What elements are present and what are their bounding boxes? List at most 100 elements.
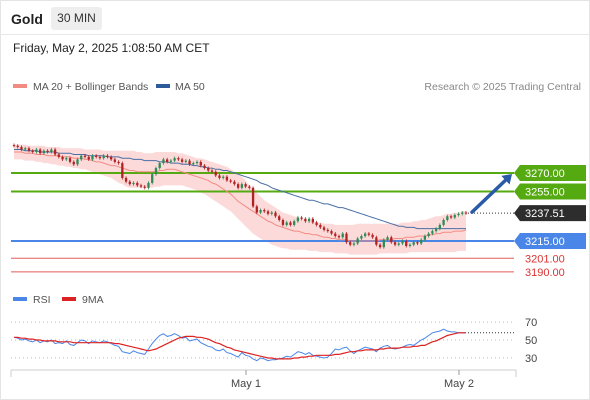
candle-body <box>315 222 318 225</box>
candle-body <box>192 163 195 165</box>
candle-body <box>330 231 333 234</box>
projection-arrow-shaft <box>470 178 508 214</box>
candle-body <box>326 229 329 232</box>
candle-body <box>453 215 456 218</box>
candle-body <box>46 150 49 152</box>
candle-body <box>27 148 31 151</box>
legend-swatch-9ma <box>62 297 76 301</box>
projection-arrow-head <box>501 174 512 185</box>
candle-body <box>367 233 371 235</box>
candle-body <box>199 161 202 166</box>
legend-label-rsi: RSI <box>33 294 51 306</box>
level-label-3215-00: 3215.00 <box>525 236 565 248</box>
current-price-tag <box>514 205 586 222</box>
candle-body <box>173 158 176 161</box>
candle-body <box>349 242 352 245</box>
rsi-line <box>13 328 466 362</box>
candle-body <box>412 242 415 245</box>
candle-body <box>401 241 404 244</box>
legend-swatch-ma20 <box>13 84 27 88</box>
candle-body <box>322 227 326 230</box>
candle-body <box>207 168 210 171</box>
candle-body <box>20 147 23 150</box>
candle-body <box>255 206 258 213</box>
candle-body <box>397 243 400 245</box>
candle-body <box>136 182 139 186</box>
candle-body <box>117 161 120 164</box>
candle-body <box>53 149 57 155</box>
level-tag-3255-00 <box>514 183 586 200</box>
candle-body <box>35 149 38 152</box>
candle-body <box>259 210 262 213</box>
candle-body <box>304 218 307 222</box>
legend-swatch-ma50 <box>156 84 170 88</box>
candle-body <box>356 238 359 244</box>
datetime-label: Friday, May 2, 2025 1:08:50 AM CET <box>13 41 210 55</box>
candle-body <box>244 184 247 187</box>
candle-body <box>143 186 146 188</box>
candle-body <box>50 149 53 152</box>
candle-body <box>162 159 165 164</box>
candle-body <box>341 233 344 238</box>
candle-body <box>461 212 464 214</box>
rsi-tick-70: 70 <box>525 317 537 329</box>
rsi-panel: RSI 9MA 70 50 30 <box>11 294 537 365</box>
candle-body <box>274 212 277 217</box>
candle-body <box>31 150 34 152</box>
candle-body <box>434 228 438 232</box>
candle-body <box>68 158 72 162</box>
candle-body <box>375 237 378 245</box>
candle-body <box>98 156 102 159</box>
candle-body <box>83 155 87 157</box>
candle-body <box>442 219 445 225</box>
candle-body <box>248 186 251 188</box>
candle-body <box>188 160 191 165</box>
candle-body <box>225 176 229 181</box>
ma50-line <box>14 149 466 230</box>
level-tag-3215-00 <box>514 233 586 249</box>
candle-body <box>457 213 460 216</box>
candle-body <box>158 163 161 169</box>
candle-body <box>345 233 348 243</box>
candle-body <box>38 149 42 154</box>
candle-body <box>311 218 315 223</box>
current-price-label: 3237.51 <box>525 208 565 220</box>
candle-body <box>233 181 236 185</box>
candle-body <box>76 159 79 165</box>
candle-body <box>446 216 449 220</box>
candle-body <box>300 217 303 219</box>
candle-body <box>266 211 270 214</box>
header-divider <box>0 34 590 35</box>
candle-body <box>423 236 427 240</box>
time-axis: May 1 May 2 <box>10 369 517 390</box>
price-panel: MA 20 + Bollinger Bands MA 50 Research © 2… <box>11 81 586 279</box>
candle-body <box>80 155 83 160</box>
candle-body <box>151 174 154 183</box>
legend-label-9ma: 9MA <box>82 294 104 306</box>
candle-body <box>16 145 19 148</box>
candle-body <box>363 233 367 237</box>
candle-body <box>132 182 135 185</box>
candle-body <box>184 160 187 162</box>
candle-body <box>278 216 281 220</box>
candle-body <box>251 187 255 207</box>
candle-body <box>229 180 232 182</box>
candle-body <box>293 221 296 225</box>
instrument-title: Gold <box>11 11 43 27</box>
candle-body <box>360 236 363 239</box>
candle-body <box>420 239 423 244</box>
candle-body <box>195 161 199 164</box>
time-tick-label-1: May 2 <box>444 378 474 390</box>
legend-label-ma50: MA 50 <box>175 81 205 93</box>
level-label-3270-00: 3270.00 <box>525 168 565 180</box>
candle-body <box>218 175 221 178</box>
candle-body <box>416 242 419 244</box>
timeframe-button[interactable]: 30 MIN <box>51 7 102 30</box>
candle-body <box>42 150 46 154</box>
candle-body <box>95 155 98 157</box>
source-note: Research © 2025 Trading Central <box>424 81 581 93</box>
candle-body <box>106 155 109 157</box>
candle-body <box>393 242 397 245</box>
candle-body <box>386 237 389 240</box>
